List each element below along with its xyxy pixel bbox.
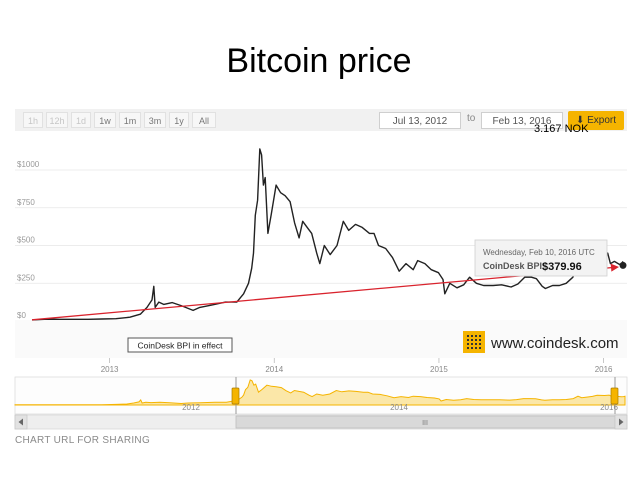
logo-dot (471, 347, 473, 349)
price-chart: $0 $250 $500 $750 $1000 2013 2014 2015 2016 Wed… (14, 148, 628, 430)
tooltip-value: $379.96 (542, 261, 582, 273)
navigator-right-handle[interactable] (610, 387, 619, 405)
navigator[interactable]: 2012 2014 2016 (14, 376, 628, 415)
scrollbar[interactable]: III (14, 414, 628, 430)
coindesk-logo: www.coindesk.com (463, 331, 619, 353)
y-axis-ticks: $0 $250 $500 $750 $1000 (17, 160, 40, 320)
export-button[interactable]: ⬇ Export (568, 111, 624, 130)
brand-text: www.coindesk.com (490, 335, 619, 352)
event-flag[interactable]: CoinDesk BPI in effect (127, 337, 233, 353)
trend-arrowhead (610, 263, 619, 272)
event-flag-box (127, 337, 233, 353)
tooltip-date: Wednesday, Feb 10, 2016 UTC (483, 248, 595, 257)
y-tick-label: $500 (17, 236, 35, 245)
range-1h-button[interactable]: 1h (23, 112, 43, 128)
chart-toolbar: 1h 12h 1d 1w 1m 3m 1y All Jul 13, 2012 t… (15, 109, 627, 131)
navigator-left-handle[interactable] (231, 387, 240, 405)
range-1d-button[interactable]: 1d (71, 112, 91, 128)
scroll-left-arrow-icon (18, 418, 23, 426)
price-series-line (31, 148, 624, 321)
scroll-right-arrow-icon (619, 418, 624, 426)
y-tick-label: $0 (17, 311, 26, 320)
logo-dot (475, 339, 477, 341)
logo-dot (475, 335, 477, 337)
logo-dot (467, 343, 469, 345)
y-tick-label: $250 (17, 273, 35, 282)
x-tick-label: 2015 (430, 365, 448, 374)
coindesk-logo-dots (467, 335, 481, 349)
navigator-year-labels: 2012 2014 2016 (182, 403, 618, 412)
x-tick-label: 2016 (595, 365, 613, 374)
logo-dot (467, 347, 469, 349)
tooltip-label: CoinDesk BPI: (483, 261, 545, 271)
last-price-marker[interactable] (619, 261, 627, 269)
range-1w-button[interactable]: 1w (94, 112, 116, 128)
chart-url-label[interactable]: CHART URL FOR SHARING (15, 435, 151, 446)
x-tick-label: 2014 (265, 365, 283, 374)
coindesk-logo-square (463, 331, 485, 353)
slide-title: Bitcoin price (226, 42, 412, 80)
logo-dot (475, 343, 477, 345)
tooltip-box (474, 239, 608, 277)
x-tick-label: 2013 (101, 365, 119, 374)
logo-dot (467, 335, 469, 337)
to-date-input[interactable]: Feb 13, 2016 (481, 112, 563, 129)
nok-rate-annotation: 3.167 NOK (534, 123, 589, 135)
range-1y-button[interactable]: 1y (169, 112, 189, 128)
range-1m-button[interactable]: 1m (119, 112, 141, 128)
tooltip: Wednesday, Feb 10, 2016 UTC CoinDesk BPI… (474, 239, 608, 277)
logo-dot (479, 343, 481, 345)
logo-dot (475, 347, 477, 349)
event-flag-label: CoinDesk BPI in effect (138, 341, 224, 351)
logo-dot (467, 339, 469, 341)
navigator-year-label: 2012 (182, 403, 200, 412)
from-date-input[interactable]: Jul 13, 2012 (379, 112, 461, 129)
range-3m-button[interactable]: 3m (144, 112, 166, 128)
logo-dot (471, 339, 473, 341)
logo-dot (471, 343, 473, 345)
navigator-year-label: 2014 (390, 403, 408, 412)
flag-band (15, 320, 627, 358)
y-tick-label: $1000 (17, 160, 40, 169)
logo-dot (471, 335, 473, 337)
x-axis-ticks: 2013 2014 2015 2016 (101, 358, 613, 374)
logo-dot (479, 335, 481, 337)
navigator-year-label: 2016 (600, 403, 618, 412)
y-tick-label: $750 (17, 198, 35, 207)
scrollbar-grip: III (422, 420, 428, 427)
range-all-button[interactable]: All (192, 112, 216, 128)
export-label: Export (587, 115, 617, 126)
download-arrow-icon: ⬇ (575, 115, 585, 126)
logo-dot (479, 339, 481, 341)
chart-panel: 1h 12h 1d 1w 1m 3m 1y All Jul 13, 2012 t… (5, 95, 635, 479)
to-label: to (467, 113, 476, 124)
logo-dot (479, 347, 481, 349)
range-12h-button[interactable]: 12h (46, 112, 68, 128)
navigator-area (14, 379, 626, 406)
